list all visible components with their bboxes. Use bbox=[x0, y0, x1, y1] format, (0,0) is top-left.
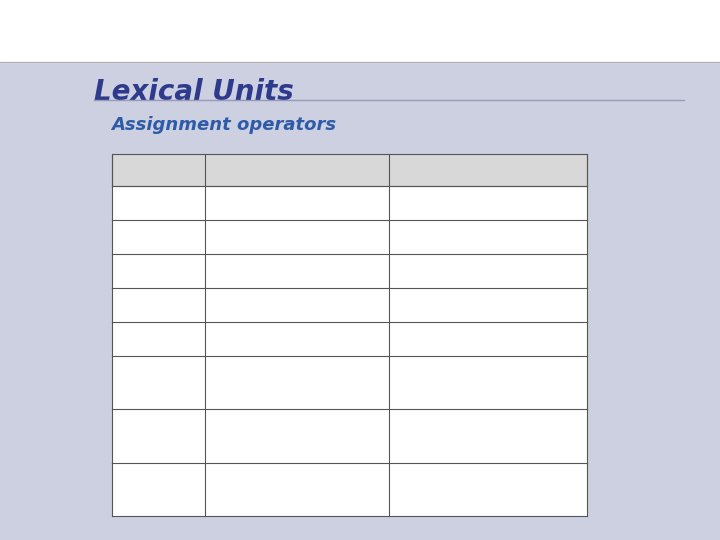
Text: prefix and postfix
decrements: prefix and postfix decrements bbox=[214, 474, 323, 504]
Text: X -=Y : X = X – Y: X -=Y : X = X – Y bbox=[397, 265, 502, 278]
Text: --: -- bbox=[120, 483, 128, 496]
Text: /=: /= bbox=[120, 333, 135, 346]
Text: *=: *= bbox=[120, 299, 137, 312]
Text: AWK: AWK bbox=[9, 14, 107, 50]
Text: Lexical Units: Lexical Units bbox=[94, 78, 293, 106]
Text: mod-equals: mod-equals bbox=[214, 376, 286, 389]
Text: UNIX UTILITY: UNIX UTILITY bbox=[9, 54, 76, 63]
Text: ++X, X++ : X = X
+ 1: ++X, X++ : X = X + 1 bbox=[397, 421, 510, 451]
Text: Symbol: Symbol bbox=[120, 164, 174, 177]
Text: --X, X-- : X = X – 1: --X, X-- : X = X – 1 bbox=[397, 483, 508, 496]
Text: Description: Description bbox=[397, 164, 484, 177]
Text: =: = bbox=[120, 197, 130, 210]
Text: +=: += bbox=[120, 231, 140, 244]
Text: ++: ++ bbox=[120, 429, 140, 442]
Text: prefix and postfix
increments: prefix and postfix increments bbox=[214, 421, 323, 451]
Text: times-equals: times-equals bbox=[214, 299, 293, 312]
Text: X /= Y : X = X / Y: X /= Y : X = X / Y bbox=[397, 333, 504, 346]
Text: AWK: AWK bbox=[7, 12, 104, 48]
Text: X %= Y : X = X %
Y: X %= Y : X = X % Y bbox=[397, 368, 506, 398]
Text: Usage: Usage bbox=[214, 164, 259, 177]
Text: X+=Y : X = X + Y: X+=Y : X = X + Y bbox=[397, 231, 508, 244]
Text: %=: %= bbox=[120, 376, 142, 389]
Text: -=: -= bbox=[120, 265, 135, 278]
Text: assignment: assignment bbox=[214, 197, 286, 210]
Text: minus-equals: minus-equals bbox=[214, 265, 297, 278]
Text: Plus-equals: Plus-equals bbox=[214, 231, 285, 244]
Text: X *= Y : X = X * Y: X *= Y : X = X * Y bbox=[397, 299, 508, 312]
Text: divide-equals: divide-equals bbox=[214, 333, 297, 346]
Text: Assignment operators: Assignment operators bbox=[112, 116, 337, 134]
